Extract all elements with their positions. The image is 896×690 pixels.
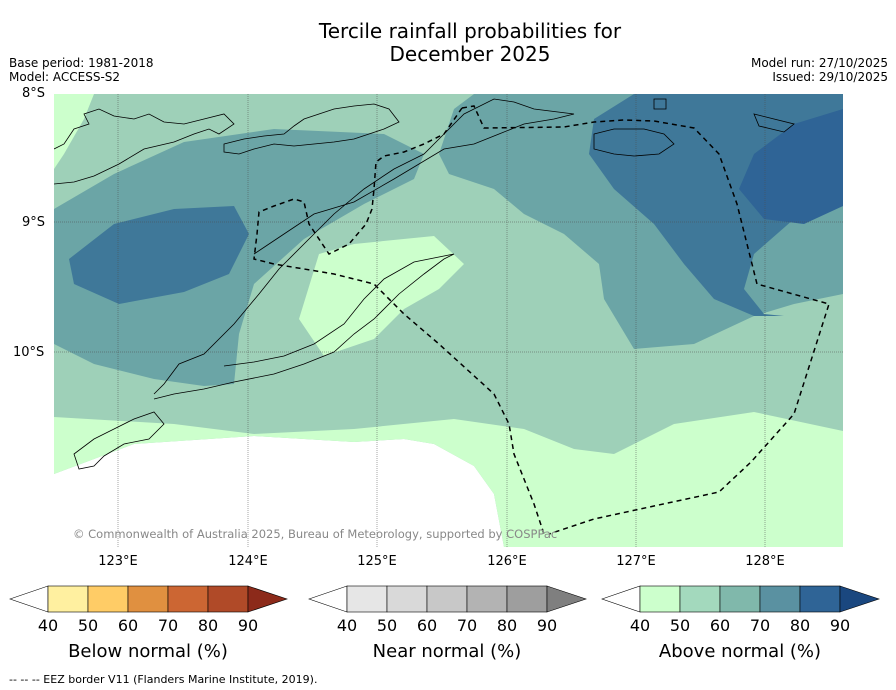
coast-alor [223,103,400,155]
above-normal-80-west [69,206,249,304]
lon-label-125e: 125°E [357,554,397,569]
colorbar-below-normal [9,585,288,613]
colorbar-label-above: Above normal (%) [658,641,822,662]
above-normal-70-west [54,129,424,386]
coast-sumba [73,411,165,470]
cb1-seg3 [426,585,468,613]
coast-flores [54,108,235,185]
lon-label-127e: 127°E [616,554,656,569]
lon-label-123e: 123°E [98,554,138,569]
eez-border [253,105,830,535]
copyright-notice: © Commonwealth of Australia 2025, Bureau… [73,527,558,541]
lon-label-124e: 124°E [228,554,268,569]
lon-label-126e: 126°E [487,554,527,569]
cb0-tick: 90 [237,616,259,635]
cb2-seg0 [601,585,641,613]
coast-islet-2 [753,113,795,133]
model-run: Model run: 27/10/2025 [750,56,888,70]
cb0-seg3 [127,585,169,613]
cb0-tick: 60 [117,616,139,635]
colorbar-near-normal [308,585,587,613]
cb2-tick: 80 [789,616,811,635]
cb1-seg4 [466,585,508,613]
coast-timor-south [153,253,455,400]
cb1-seg2 [386,585,428,613]
lon-label-128e: 128°E [745,554,785,569]
cb1-seg1 [346,585,388,613]
coast-timor-north [153,98,575,395]
colorbar-above-normal [601,585,880,613]
model-name: Model: ACCESS-S2 [9,70,121,84]
cb2-tick: 50 [669,616,691,635]
cb1-tick: 40 [336,616,358,635]
cb0-seg1 [47,585,89,613]
coast-islet-1 [653,98,667,110]
cb0-tick: 70 [157,616,179,635]
above-normal-50-northwest [54,94,94,169]
lat-label-8s: 8°S [22,86,46,101]
above-normal-50-central [299,236,464,356]
cb2-seg6 [839,585,880,613]
meta-right: Model run: 27/10/2025 Issued: 29/10/2025 [751,56,888,84]
cb0-seg0 [9,585,49,613]
cb2-seg5 [799,585,841,613]
cb2-tick: 90 [829,616,851,635]
lat-label-10s: 10°S [13,345,45,360]
eez-border-east [461,105,830,535]
issued-date: Issued: 29/10/2025 [772,70,888,84]
rainfall-map [54,94,843,547]
cb2-seg2 [679,585,721,613]
cb0-tick: 50 [77,616,99,635]
cb2-tick: 60 [709,616,731,635]
above-normal-50-south [54,412,843,547]
colorbar-label-below: Below normal (%) [68,641,228,662]
base-period: Base period: 1981-2018 [9,56,154,70]
cb1-tick: 70 [456,616,478,635]
cb1-seg0 [308,585,348,613]
cb1-tick: 90 [536,616,558,635]
chart-title: Tercile rainfall probabilities for Decem… [0,20,896,66]
coast-wetar [593,128,675,157]
eez-border-west [253,107,545,535]
cb2-seg3 [719,585,761,613]
cb2-tick: 70 [749,616,771,635]
cb0-seg2 [87,585,129,613]
above-normal-90-east [739,109,843,224]
cb0-seg4 [167,585,209,613]
cb0-tick: 40 [37,616,59,635]
cb1-tick: 50 [376,616,398,635]
cb1-tick: 60 [416,616,438,635]
cb1-tick: 80 [496,616,518,635]
cb2-seg1 [639,585,681,613]
title-line-1: Tercile rainfall probabilities for [318,19,622,43]
cb1-seg5 [506,585,548,613]
no-signal-zone [54,436,504,547]
meta-left: Base period: 1981-2018 Model: ACCESS-S2 [9,56,154,84]
lat-label-9s: 9°S [22,215,46,230]
cb1-seg6 [546,585,587,613]
cb0-seg5 [207,585,249,613]
colorbars [9,585,880,613]
coastlines [54,98,795,470]
cb2-seg4 [759,585,801,613]
colorbar-label-near: Near normal (%) [372,641,522,662]
footnote-eez: -- -- -- EEZ border V11 (Flanders Marine… [9,673,318,686]
title-line-2: December 2025 [389,42,551,66]
cb0-tick: 80 [197,616,219,635]
cb0-seg6 [247,585,288,613]
cb2-tick: 40 [629,616,651,635]
